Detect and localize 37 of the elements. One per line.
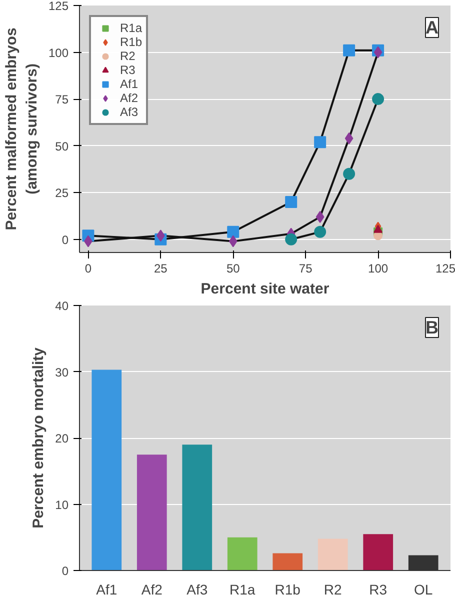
x-tick-label: Af3 [186,582,208,598]
y-tick-label: 30 [55,365,69,380]
x-tick-label: 125 [435,262,455,276]
x-tick-label: R1b [274,582,301,598]
annotation: A [426,18,438,38]
y-tick-label: 0 [62,232,69,247]
y-tick-label: 40 [55,299,69,313]
y-tick-label: 10 [55,498,69,512]
legend-label: R3 [120,63,136,77]
y-axis-title: Percent embryo mortality [30,346,48,528]
x-tick-label: R1a [230,582,256,598]
legend-label: Af2 [120,91,140,105]
x-tick-label: 0 [84,262,92,276]
x-axis-title: Percent site water [200,280,330,298]
legend-label: Af1 [120,77,140,91]
x-tick-label: 25 [154,262,168,276]
x-tick-label: Af1 [96,582,118,598]
legend-label: R2 [120,49,136,63]
x-tick-label: OL [414,582,433,598]
y-tick-label: 25 [55,186,69,200]
y-tick-label: 75 [55,92,69,107]
y-tick-label: 125 [48,0,69,13]
y-tick-label: 100 [48,46,69,60]
y-tick-label: 0 [62,564,69,578]
x-tick-label: R3 [369,582,388,598]
legend-label: R1a [120,21,142,35]
y-tick-label: 50 [55,139,69,154]
x-tick-label: 50 [226,262,240,276]
y-axis-title: Percent malformed embryos (among survivors) [3,28,40,230]
x-tick-label: 100 [368,262,388,276]
legend-label: R1b [120,35,142,49]
legend-label: Af3 [120,105,140,119]
x-tick-label: Af2 [141,582,163,598]
y-tick-label: 20 [55,432,69,446]
x-tick-label: R2 [324,582,342,598]
annotation: B [426,318,438,338]
x-tick-label: 75 [298,262,313,276]
